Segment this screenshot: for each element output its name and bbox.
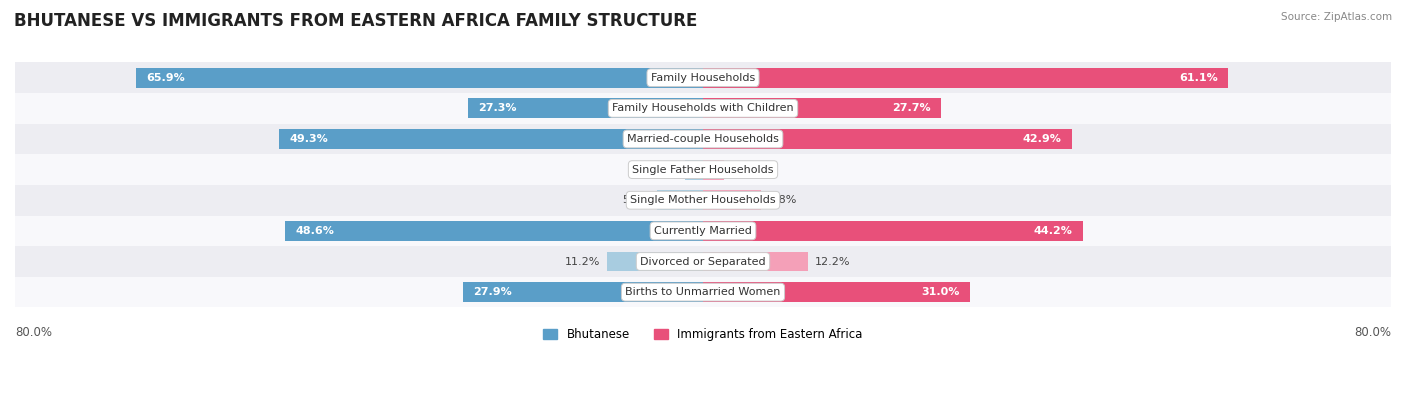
- Text: 12.2%: 12.2%: [815, 256, 851, 267]
- Bar: [468, 98, 703, 118]
- Text: 42.9%: 42.9%: [1022, 134, 1062, 144]
- Bar: [15, 246, 1391, 277]
- Text: Single Mother Households: Single Mother Households: [630, 195, 776, 205]
- Bar: [703, 160, 724, 180]
- Bar: [703, 129, 1071, 149]
- Bar: [703, 282, 970, 302]
- Text: 44.2%: 44.2%: [1033, 226, 1073, 236]
- Text: 65.9%: 65.9%: [146, 73, 186, 83]
- Text: Divorced or Separated: Divorced or Separated: [640, 256, 766, 267]
- Bar: [15, 185, 1391, 216]
- Text: 6.8%: 6.8%: [768, 195, 797, 205]
- Bar: [685, 160, 703, 180]
- Legend: Bhutanese, Immigrants from Eastern Africa: Bhutanese, Immigrants from Eastern Afric…: [538, 323, 868, 346]
- Bar: [15, 277, 1391, 307]
- Text: Married-couple Households: Married-couple Households: [627, 134, 779, 144]
- Text: 27.3%: 27.3%: [478, 103, 517, 113]
- Bar: [463, 282, 703, 302]
- Text: 80.0%: 80.0%: [1354, 326, 1391, 339]
- Text: 27.7%: 27.7%: [893, 103, 931, 113]
- Text: 48.6%: 48.6%: [295, 226, 335, 236]
- Bar: [15, 154, 1391, 185]
- Text: 49.3%: 49.3%: [290, 134, 328, 144]
- Bar: [15, 216, 1391, 246]
- Bar: [703, 252, 808, 271]
- Text: 2.1%: 2.1%: [650, 165, 678, 175]
- Text: BHUTANESE VS IMMIGRANTS FROM EASTERN AFRICA FAMILY STRUCTURE: BHUTANESE VS IMMIGRANTS FROM EASTERN AFR…: [14, 12, 697, 30]
- Bar: [15, 62, 1391, 93]
- Bar: [703, 98, 941, 118]
- Text: Births to Unmarried Women: Births to Unmarried Women: [626, 287, 780, 297]
- Bar: [703, 68, 1229, 88]
- Text: Single Father Households: Single Father Households: [633, 165, 773, 175]
- Bar: [703, 221, 1083, 241]
- Text: 11.2%: 11.2%: [564, 256, 600, 267]
- Text: 27.9%: 27.9%: [474, 287, 512, 297]
- Bar: [136, 68, 703, 88]
- Bar: [703, 190, 762, 210]
- Text: 80.0%: 80.0%: [15, 326, 52, 339]
- Text: Family Households: Family Households: [651, 73, 755, 83]
- Text: Currently Married: Currently Married: [654, 226, 752, 236]
- Text: Family Households with Children: Family Households with Children: [612, 103, 794, 113]
- Text: 5.3%: 5.3%: [623, 195, 651, 205]
- Bar: [658, 190, 703, 210]
- Text: Source: ZipAtlas.com: Source: ZipAtlas.com: [1281, 12, 1392, 22]
- Bar: [278, 129, 703, 149]
- Bar: [285, 221, 703, 241]
- Text: 61.1%: 61.1%: [1180, 73, 1218, 83]
- Bar: [15, 124, 1391, 154]
- Bar: [15, 93, 1391, 124]
- Text: 2.4%: 2.4%: [731, 165, 759, 175]
- Bar: [606, 252, 703, 271]
- Text: 31.0%: 31.0%: [921, 287, 959, 297]
